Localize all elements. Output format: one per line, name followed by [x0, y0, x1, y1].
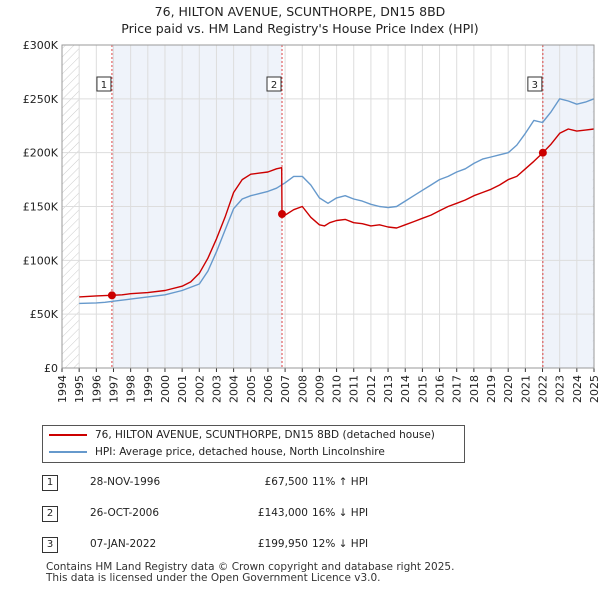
x-tick-label: 2023 [554, 375, 567, 403]
chart-subtitle: Price paid vs. HM Land Registry's House … [121, 21, 479, 36]
y-tick-label: £0 [44, 362, 58, 375]
x-tick-label: 1997 [107, 375, 120, 403]
chart-title: 76, HILTON AVENUE, SCUNTHORPE, DN15 8BD [154, 4, 446, 19]
legend-swatch-blue [49, 451, 87, 453]
legend-item-hpi: HPI: Average price, detached house, Nort… [49, 444, 385, 460]
x-tick-label: 1996 [90, 375, 103, 403]
y-tick-label: £100K [23, 254, 59, 267]
x-tick-label: 2021 [519, 375, 532, 403]
x-tick-label: 2014 [399, 375, 412, 403]
x-tick-label: 2012 [365, 375, 378, 403]
sale-label-box [96, 76, 112, 92]
sale-marker [538, 148, 547, 157]
y-tick-label: £150K [23, 201, 59, 214]
x-tick-label: 2002 [193, 375, 206, 403]
sale-date: 26-OCT-2006 [90, 507, 159, 519]
x-tick-label: 2016 [434, 375, 447, 403]
x-tick-label: 2009 [313, 375, 326, 403]
legend-swatch-red [49, 434, 87, 436]
plot-frame [61, 44, 595, 369]
sale-hpi-delta: 12% ↓ HPI [312, 538, 369, 550]
property-price-line [79, 128, 595, 298]
x-tick-label: 2011 [348, 375, 361, 403]
legend-item-property: 76, HILTON AVENUE, SCUNTHORPE, DN15 8BD … [49, 427, 435, 443]
x-tick-label: 2008 [296, 375, 309, 403]
sale-label: 2 [271, 80, 277, 91]
x-tick-label: 2020 [502, 375, 515, 403]
sale-date: 07-JAN-2022 [90, 538, 157, 550]
x-tick-label: 2025 [588, 375, 600, 403]
x-tick-label: 1995 [73, 375, 86, 403]
x-tick-label: 2022 [537, 375, 550, 403]
sale-label-box [266, 76, 282, 92]
table-row: 1 28-NOV-1996 £67,500 11% ↑ HPI [42, 475, 542, 491]
sale-hpi-delta: 11% ↑ HPI [312, 476, 369, 488]
x-tick-label: 2000 [159, 375, 172, 403]
y-tick-label: £50K [30, 308, 59, 321]
x-tick-label: 2017 [451, 375, 464, 403]
x-tick-label: 1999 [142, 375, 155, 403]
sale-number: 1 [42, 475, 58, 491]
x-tick-label: 2005 [245, 375, 258, 403]
x-tick-label: 2004 [228, 375, 241, 403]
footer-copyright: Contains HM Land Registry data © Crown c… [46, 561, 455, 573]
x-tick-label: 2007 [279, 375, 292, 403]
legend: 76, HILTON AVENUE, SCUNTHORPE, DN15 8BD … [42, 425, 465, 463]
hpi-line [79, 98, 595, 305]
x-tick-label: 1994 [56, 375, 69, 403]
x-tick-label: 2013 [382, 375, 395, 403]
x-tick-label: 2015 [416, 375, 429, 403]
sale-price: £67,500 [264, 476, 308, 488]
footer: Contains HM Land Registry data © Crown c… [46, 562, 454, 584]
price-chart: 1 2 3 £0 £50K £100K £150K £200K £250K £300K 1994 1… [23, 39, 600, 403]
sale-label: 3 [532, 80, 538, 91]
x-tick-label: 2003 [210, 375, 223, 403]
x-tick-label: 1998 [125, 375, 138, 403]
x-tick-label: 2006 [262, 375, 275, 403]
table-row: 3 07-JAN-2022 £199,950 12% ↓ HPI [42, 537, 542, 553]
table-row: 2 26-OCT-2006 £143,000 16% ↓ HPI [42, 506, 542, 522]
legend-label-property: 76, HILTON AVENUE, SCUNTHORPE, DN15 8BD … [95, 429, 435, 441]
x-tick-label: 2024 [571, 375, 584, 403]
sale-number: 2 [42, 506, 58, 522]
sale-hpi-delta: 16% ↓ HPI [312, 507, 369, 519]
y-tick-label: £200K [23, 147, 59, 160]
y-tick-label: £250K [23, 93, 59, 106]
sale-label: 1 [101, 80, 107, 91]
x-tick-label: 2018 [468, 375, 481, 403]
footer-licence: This data is licensed under the Open Gov… [46, 572, 381, 584]
sale-price: £143,000 [257, 507, 308, 519]
x-tick-label: 2001 [176, 375, 189, 403]
sale-marker [278, 210, 287, 219]
sale-date: 28-NOV-1996 [90, 476, 161, 488]
sale-label-box [527, 76, 543, 92]
legend-label-hpi: HPI: Average price, detached house, Nort… [95, 446, 385, 458]
sale-number: 3 [42, 537, 58, 553]
x-tick-label: 2019 [485, 375, 498, 403]
sale-marker [107, 291, 116, 300]
sale-price: £199,950 [257, 538, 308, 550]
x-tick-label: 2010 [331, 375, 344, 403]
y-tick-label: £300K [23, 39, 59, 52]
